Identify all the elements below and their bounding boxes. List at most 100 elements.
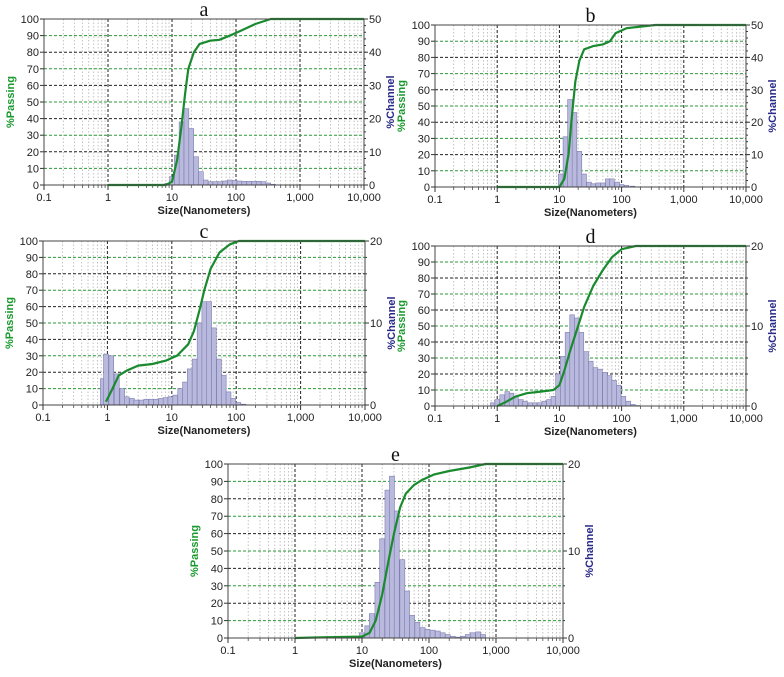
channel-bar [143,398,149,406]
channel-bar [193,156,199,186]
channel-bar [124,396,130,406]
x-axis-label: Size(Nanometers) [158,425,251,437]
channel-bar [522,400,528,407]
channel-bar [148,398,154,406]
x-tick-label: 1,000 [670,194,698,206]
passing-curve [108,17,364,187]
y-axis-label-left: %Passing [189,525,201,577]
x-tick-label: 100 [420,645,438,657]
x-tick-label: 1 [494,194,500,206]
y-axis-label-left: %Passing [396,300,408,352]
y-tick-label-left: 40 [26,334,38,346]
y-tick-label-left: 30 [418,353,430,365]
x-tick-label: 1 [494,413,500,425]
channel-bar [187,368,193,406]
y-tick-label-left: 100 [20,236,38,248]
x-tick-label: 10 [553,413,565,425]
channel-bar [211,327,217,406]
x-axis-label: Size(Nanometers) [349,658,442,670]
y-tick-label-left: 70 [27,64,39,76]
y-tick-label-left: 90 [418,36,430,48]
channel-bar [620,396,627,407]
panel-title: b [586,5,596,27]
y-tick-label-left: 80 [418,52,430,64]
plot-frame [42,240,366,406]
channel-bar [419,627,426,639]
channel-bar [611,380,617,407]
y-tick-label-right: 10 [751,150,763,162]
y-axis-label-right: %Channel [584,524,596,577]
y-tick-label-right: 20 [751,241,763,253]
y-tick-label-left: 60 [418,305,430,317]
channel-bar [414,622,421,639]
x-tick-label: 10 [166,412,178,424]
y-tick-label-left: 20 [418,150,430,162]
y-tick-label-left: 60 [211,529,223,541]
y-axis-label-right: %Channel [385,75,397,128]
channel-bar [201,301,208,406]
channel-bar [600,182,606,188]
y-axis-label-left: %Passing [396,80,408,132]
x-tick-label: 10,000 [729,413,763,425]
channel-bar [251,181,257,186]
plot-frame [43,18,365,186]
y-tick-label-left: 90 [211,476,223,488]
y-tick-label-left: 70 [211,511,223,523]
y-tick-label-right: 40 [369,47,381,59]
channel-bar [177,388,183,406]
channel-bar [588,360,594,407]
y-tick-label-right: 40 [751,52,763,64]
y-tick-label-left: 40 [418,337,430,349]
y-tick-label-left: 20 [26,367,38,379]
y-tick-label-right: 0 [370,400,376,412]
chart-panel-c: 0 10 20 30 40 50 60 70 80 90 100 0 10 20 0.1 1 10 100 1,00… [4,221,398,437]
channel-bar [475,631,481,639]
y-tick-label-right: 50 [369,14,381,26]
channel-bar [108,355,115,406]
y-tick-label-left: 90 [27,31,39,43]
channel-bar [399,559,406,639]
x-tick-label: 0.1 [36,192,51,204]
channel-bar [241,181,247,186]
x-tick-label: 1,000 [482,645,510,657]
panel-title: e [391,444,400,466]
y-tick-label-right: 10 [370,318,382,330]
y-tick-label-left: 60 [27,80,39,92]
y-tick-label-right: 10 [568,546,580,558]
y-tick-label-left: 0 [424,182,430,194]
x-tick-label: 100 [612,413,630,425]
chart-panel-d: 0 10 20 30 40 50 60 70 80 90 100 0 10 20 0.1 1 10 100 1,00… [396,226,779,438]
channel-bar [578,332,585,407]
x-axis-label: Size(Nanometers) [158,205,251,217]
y-tick-label-left: 100 [412,20,430,32]
channel-bar [227,179,233,186]
passing-curve [496,244,746,408]
channel-bar [571,112,578,188]
y-tick-label-left: 0 [33,180,39,192]
plot-frame [434,245,747,407]
passing-curve [497,23,746,189]
y-tick-label-left: 70 [418,69,430,81]
channel-bar [230,398,236,406]
y-axis-label-left: %Passing [4,297,16,349]
y-axis-label-left: %Passing [5,76,17,128]
y-tick-label-right: 30 [751,85,763,97]
x-tick-label: 100 [227,412,245,424]
chart-panel-b: 0 10 20 30 40 50 60 70 80 90 100 0 10 20 30 40 50 0.1 1 10 1… [396,5,779,219]
x-tick-label: 0.1 [35,412,50,424]
channel-bar [404,590,410,639]
y-axis-label-right: %Channel [767,79,779,132]
y-tick-label-right: 0 [751,182,757,194]
y-tick-label-left: 60 [26,302,38,314]
channel-bar [133,399,139,406]
channel-bar [595,182,601,188]
y-tick-label-right: 20 [751,117,763,129]
y-tick-label-left: 90 [418,257,430,269]
y-tick-label-right: 0 [751,401,757,413]
y-tick-label-right: 10 [369,147,381,159]
x-tick-label: 1 [292,645,298,657]
x-tick-label: 1,000 [286,192,314,204]
channel-bar [602,372,608,407]
channel-bar [172,394,178,406]
